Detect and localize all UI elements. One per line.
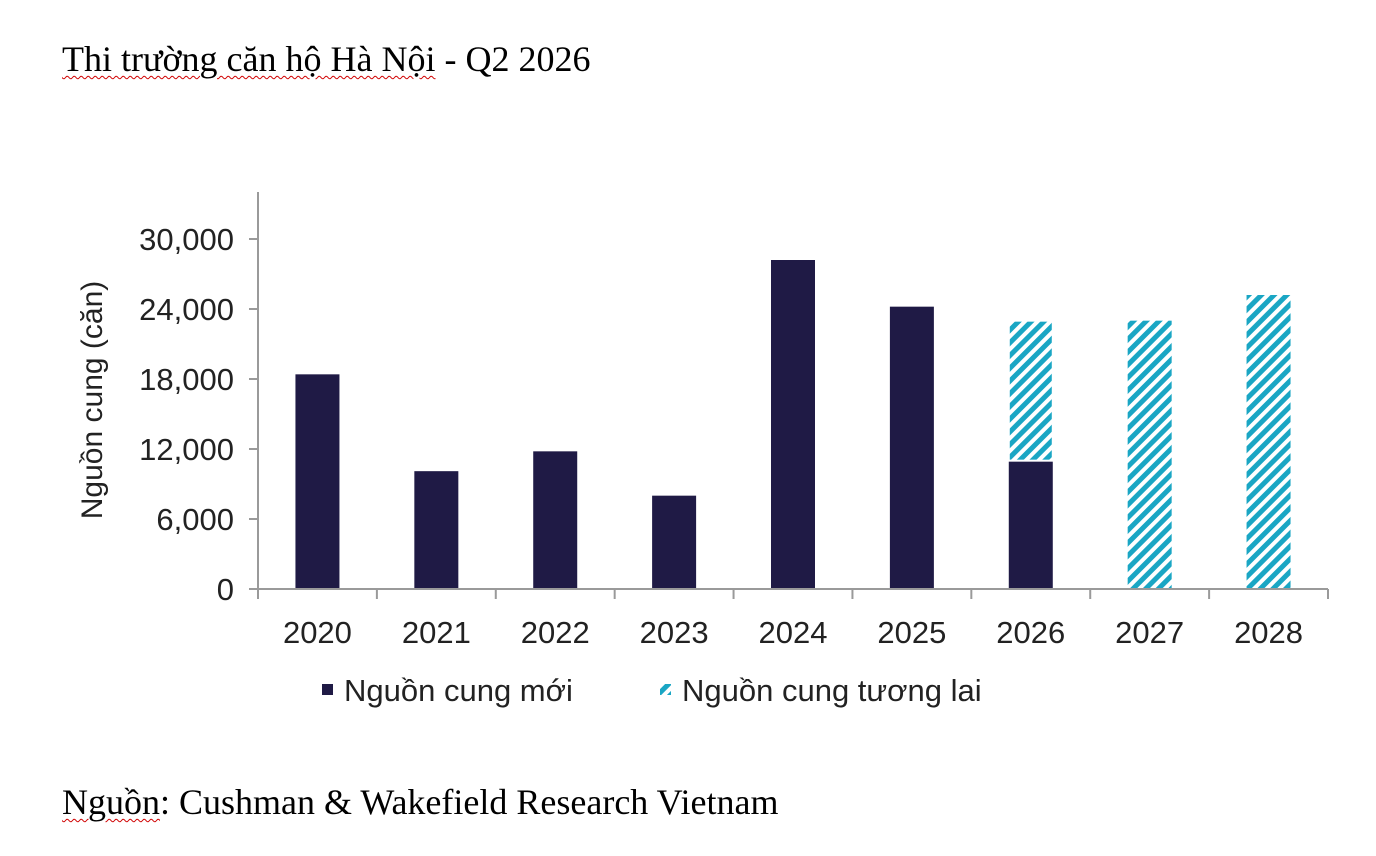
x-tick-label: 2027 [1115,615,1184,650]
y-tick-label: 18,000 [139,362,234,397]
y-tick-label: 30,000 [139,222,234,257]
x-tick-label: 2025 [877,615,946,650]
bar-future-2027 [1127,320,1172,589]
source-prefix: Nguồn [62,782,160,822]
source-note: Nguồn: Cushman & Wakefield Research Viet… [62,781,778,823]
x-tick-label: 2023 [640,615,709,650]
axes-layer: 0 6,000 12,000 18,000 24,000 30,000 2020 2021 20… [139,192,1329,650]
legend-label-new: Nguồn cung mới [344,673,573,708]
bar-new-2020 [295,374,340,589]
bar-new-2021 [414,471,459,589]
title-suffix: - Q2 2026 [435,39,591,79]
bar-new-2022 [533,451,578,589]
bar-new-2025 [889,306,934,589]
source-text: : Cushman & Wakefield Research Vietnam [160,782,779,822]
title-main: Thi trường căn hộ Hà Nội [62,39,436,79]
y-tick-label: 0 [217,572,234,607]
bar-new-2026 [1008,460,1053,589]
x-tick-label: 2022 [521,615,590,650]
y-tick-label: 24,000 [139,292,234,327]
bar-future-2026 [1007,319,1054,462]
y-axis-label: Nguồn cung (căn) [76,281,109,519]
x-tick-label: 2028 [1234,615,1303,650]
document-title: Thi trường căn hộ Hà Nội - Q2 2026 [62,38,590,80]
bar-future-2028 [1246,295,1291,589]
x-tick-label: 2020 [283,615,352,650]
x-tick-label: 2024 [759,615,828,650]
legend-swatch-new [322,684,333,695]
x-tick-label: 2021 [402,615,471,650]
legend: Nguồn cung mới Nguồn cung tương lai [322,673,982,708]
y-tick-label: 12,000 [139,432,234,467]
bars-layer [295,260,1291,589]
x-tick-label: 2026 [996,615,1065,650]
bar-new-2023 [652,495,697,589]
legend-swatch-future [660,684,671,695]
y-tick-label: 6,000 [156,502,234,537]
bar-new-2024 [771,260,815,589]
legend-label-future: Nguồn cung tương lai [682,673,982,708]
